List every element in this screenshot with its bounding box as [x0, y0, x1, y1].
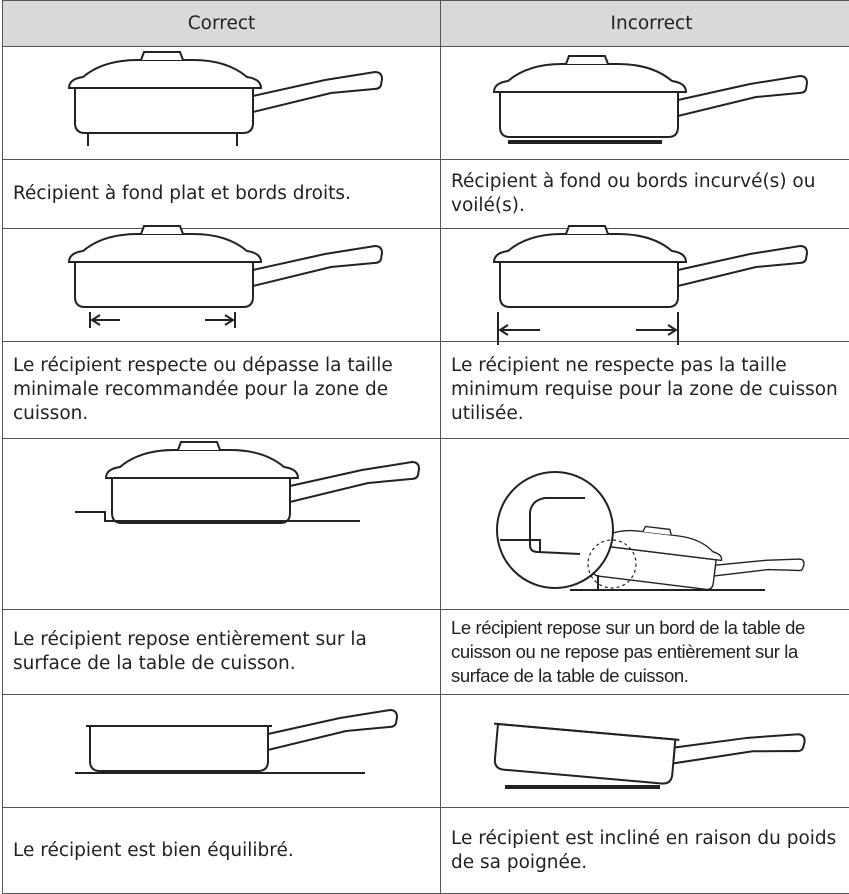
header-row: Correct Incorrect — [3, 1, 849, 47]
image-cell — [441, 695, 849, 808]
cell: Le récipient respecte ou dépasse la tail… — [3, 342, 441, 439]
cell: Le récipient est incliné en raison du po… — [441, 808, 849, 894]
image-cell — [441, 229, 849, 342]
image-cell — [3, 695, 441, 808]
image-cell — [3, 439, 441, 610]
image-cell — [3, 47, 441, 160]
column-header: Incorrect — [441, 1, 849, 47]
cell: Le récipient ne respecte pas la taille m… — [441, 342, 849, 439]
text-row: Le récipient est bien équilibré.Le récip… — [3, 808, 849, 894]
image-cell — [441, 439, 849, 610]
image-row — [3, 229, 849, 342]
cell: Le récipient est bien équilibré. — [3, 808, 441, 894]
text-row: Le récipient repose entièrement sur la s… — [3, 610, 849, 695]
cell: Récipient à fond plat et bords droits. — [3, 160, 441, 229]
image-row — [3, 47, 849, 160]
image-row — [3, 439, 849, 610]
cell: Récipient à fond ou bords incurvé(s) ou … — [441, 160, 849, 229]
column-header: Correct — [3, 1, 441, 47]
image-cell — [3, 229, 441, 342]
text-row: Récipient à fond plat et bords droits.Ré… — [3, 160, 849, 229]
image-cell — [441, 47, 849, 160]
cell: Le récipient repose sur un bord de la ta… — [441, 610, 849, 695]
text-row: Le récipient respecte ou dépasse la tail… — [3, 342, 849, 439]
image-row — [3, 695, 849, 808]
cell: Le récipient repose entièrement sur la s… — [3, 610, 441, 695]
